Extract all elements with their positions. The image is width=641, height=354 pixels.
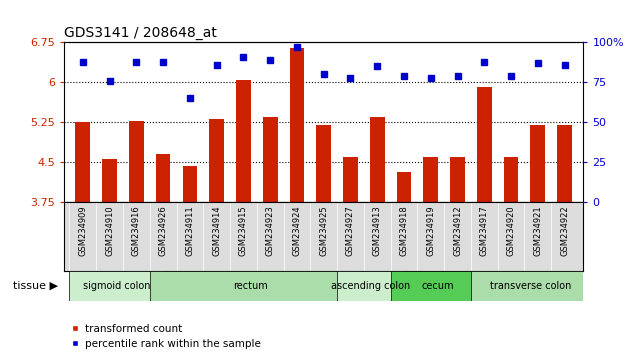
Text: GSM234926: GSM234926 (158, 205, 168, 256)
Text: GSM234921: GSM234921 (533, 205, 542, 256)
Text: GSM234911: GSM234911 (185, 205, 194, 256)
Bar (210, 120, 224, 202)
Text: GSM234914: GSM234914 (212, 205, 221, 256)
Text: sigmoid colon: sigmoid colon (83, 281, 150, 291)
Bar (477, 86, 492, 202)
Text: GSM234916: GSM234916 (132, 205, 141, 256)
Bar (471, 271, 592, 301)
Bar (102, 159, 117, 202)
Bar (557, 125, 572, 202)
Bar (397, 171, 412, 202)
Text: GSM234912: GSM234912 (453, 205, 462, 256)
Text: GSM234922: GSM234922 (560, 205, 569, 256)
Bar (76, 122, 90, 202)
Text: GSM234920: GSM234920 (506, 205, 515, 256)
Bar (183, 166, 197, 202)
Text: GSM234923: GSM234923 (265, 205, 275, 256)
Text: GSM234924: GSM234924 (292, 205, 301, 256)
Bar (317, 125, 331, 202)
Text: GSM234913: GSM234913 (372, 205, 382, 256)
Legend: transformed count, percentile rank within the sample: transformed count, percentile rank withi… (69, 324, 261, 349)
Text: GSM234909: GSM234909 (78, 205, 87, 256)
Text: transverse colon: transverse colon (490, 281, 572, 291)
Text: GSM234915: GSM234915 (239, 205, 248, 256)
Bar (531, 125, 545, 202)
Bar (424, 157, 438, 202)
Text: GDS3141 / 208648_at: GDS3141 / 208648_at (64, 26, 217, 40)
Bar (150, 271, 351, 301)
Bar (390, 271, 485, 301)
Bar (290, 48, 304, 202)
Bar (69, 271, 163, 301)
Bar (156, 154, 171, 202)
Bar (236, 80, 251, 202)
Bar (370, 117, 385, 202)
Text: GSM234925: GSM234925 (319, 205, 328, 256)
Text: tissue ▶: tissue ▶ (13, 281, 58, 291)
Text: ascending colon: ascending colon (331, 281, 410, 291)
Text: GSM234910: GSM234910 (105, 205, 114, 256)
Text: GSM234917: GSM234917 (479, 205, 489, 256)
Bar (263, 117, 278, 202)
Bar (504, 157, 519, 202)
Text: rectum: rectum (233, 281, 267, 291)
Text: GSM234927: GSM234927 (346, 205, 355, 256)
Text: GSM234919: GSM234919 (426, 205, 435, 256)
Bar (450, 157, 465, 202)
Bar (343, 157, 358, 202)
Bar (129, 120, 144, 202)
Text: GSM234918: GSM234918 (399, 205, 408, 256)
Text: cecum: cecum (421, 281, 454, 291)
Bar (337, 271, 404, 301)
